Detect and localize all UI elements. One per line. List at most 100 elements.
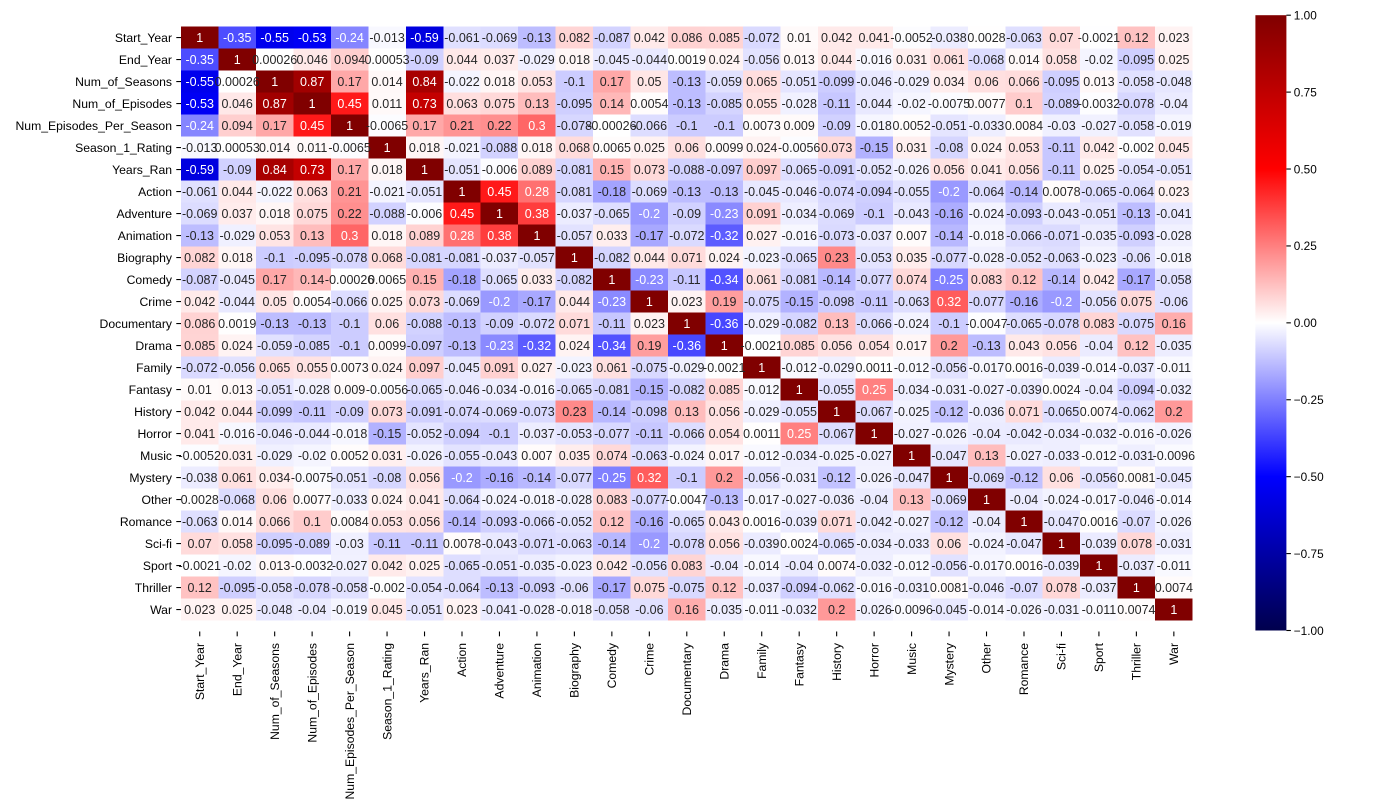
- svg-text:-0.081: -0.081: [407, 251, 442, 265]
- svg-text:-0.047: -0.047: [1044, 515, 1079, 529]
- svg-text:-0.051: -0.051: [931, 119, 966, 133]
- svg-text:-0.052: -0.052: [856, 163, 891, 177]
- svg-text:0.017: 0.017: [709, 449, 740, 463]
- svg-text:-0.13: -0.13: [485, 581, 514, 595]
- svg-text:-0.59: -0.59: [185, 163, 214, 177]
- svg-text:0.083: 0.083: [1083, 317, 1114, 331]
- svg-text:0.17: 0.17: [600, 75, 624, 89]
- svg-text:0.0078: 0.0078: [1042, 185, 1080, 199]
- svg-text:0.061: 0.061: [933, 53, 964, 67]
- svg-text:0.075: 0.075: [634, 581, 665, 595]
- svg-text:0.0011: 0.0011: [743, 427, 780, 441]
- svg-text:-0.056: -0.056: [1081, 295, 1116, 309]
- svg-text:Num_of_Seasons: Num_of_Seasons: [75, 75, 172, 89]
- svg-text:Biography: Biography: [117, 251, 173, 265]
- svg-text:Horror: Horror: [867, 643, 881, 678]
- svg-text:-0.04: -0.04: [972, 515, 1001, 529]
- svg-text:0.056: 0.056: [821, 339, 852, 353]
- svg-text:Biography: Biography: [568, 642, 582, 698]
- svg-text:-0.037: -0.037: [557, 207, 592, 221]
- svg-text:-0.0032: -0.0032: [1078, 97, 1120, 111]
- svg-text:0.13: 0.13: [675, 405, 699, 419]
- svg-text:-0.18: -0.18: [448, 273, 477, 287]
- svg-text:0.3: 0.3: [528, 119, 545, 133]
- svg-text:0.19: 0.19: [712, 295, 736, 309]
- svg-text:-0.046: -0.046: [856, 75, 891, 89]
- svg-text:-0.024: -0.024: [1044, 493, 1079, 507]
- svg-text:-0.024: -0.024: [894, 317, 929, 331]
- svg-text:-0.026: -0.026: [1156, 427, 1191, 441]
- svg-text:1: 1: [758, 361, 765, 375]
- svg-text:-0.0032: -0.0032: [291, 559, 333, 573]
- svg-text:-0.034: -0.034: [781, 207, 816, 221]
- svg-text:0.17: 0.17: [262, 273, 286, 287]
- svg-text:-0.075: -0.075: [632, 361, 667, 375]
- svg-text:Family: Family: [755, 642, 769, 679]
- svg-text:0.06: 0.06: [937, 537, 961, 551]
- svg-text:-0.094: -0.094: [444, 427, 479, 441]
- svg-text:-0.051: -0.051: [1081, 207, 1116, 221]
- svg-text:-0.34: -0.34: [598, 339, 627, 353]
- svg-text:End_Year: End_Year: [119, 53, 172, 67]
- svg-text:0.085: 0.085: [184, 339, 215, 353]
- svg-text:0.21: 0.21: [450, 119, 474, 133]
- svg-text:-0.0047: -0.0047: [666, 493, 708, 507]
- svg-text:0.023: 0.023: [671, 295, 702, 309]
- svg-text:Comedy: Comedy: [127, 273, 173, 287]
- svg-text:0.38: 0.38: [487, 229, 511, 243]
- svg-text:0.046: 0.046: [296, 53, 327, 67]
- svg-text:-0.25: -0.25: [598, 471, 627, 485]
- svg-text:-0.037: -0.037: [744, 581, 779, 595]
- svg-text:-0.032: -0.032: [856, 559, 891, 573]
- svg-text:-0.072: -0.072: [744, 31, 779, 45]
- svg-text:-0.17: -0.17: [523, 295, 552, 309]
- svg-text:0.044: 0.044: [559, 295, 590, 309]
- svg-text:-0.094: -0.094: [781, 581, 816, 595]
- svg-text:0.014: 0.014: [371, 75, 402, 89]
- svg-text:0.84: 0.84: [262, 163, 286, 177]
- svg-text:-0.2: -0.2: [1051, 295, 1073, 309]
- svg-text:-0.0065: -0.0065: [328, 141, 370, 155]
- svg-text:1: 1: [983, 493, 990, 507]
- svg-text:-0.098: -0.098: [632, 405, 667, 419]
- svg-text:-0.047: -0.047: [1006, 537, 1041, 551]
- svg-text:-0.065: -0.065: [1081, 185, 1116, 199]
- svg-text:-0.55: -0.55: [185, 75, 214, 89]
- svg-text:-0.024: -0.024: [669, 449, 704, 463]
- svg-text:0.12: 0.12: [188, 581, 212, 595]
- svg-text:-0.053: -0.053: [557, 427, 592, 441]
- svg-text:-0.0047: -0.0047: [965, 317, 1007, 331]
- svg-text:Fantasy: Fantasy: [129, 383, 173, 397]
- svg-text:-0.077: -0.077: [632, 493, 667, 507]
- svg-text:0.031: 0.031: [371, 449, 402, 463]
- svg-text:-0.023: -0.023: [557, 559, 592, 573]
- svg-text:0.043: 0.043: [709, 515, 740, 529]
- svg-text:-0.012: -0.012: [744, 449, 779, 463]
- svg-text:-0.094: -0.094: [856, 185, 891, 199]
- svg-text:-0.14: -0.14: [598, 537, 627, 551]
- svg-text:-0.065: -0.065: [594, 207, 629, 221]
- svg-text:-0.0075: -0.0075: [291, 471, 333, 485]
- svg-text:0.018: 0.018: [521, 141, 552, 155]
- svg-text:0.035: 0.035: [896, 251, 927, 265]
- svg-text:-0.09: -0.09: [485, 317, 514, 331]
- svg-text:-0.06: -0.06: [635, 603, 664, 617]
- svg-text:-0.046: -0.046: [257, 427, 292, 441]
- svg-text:-0.1: -0.1: [863, 207, 885, 221]
- svg-text:-0.14: -0.14: [448, 515, 477, 529]
- svg-text:0.0074: 0.0074: [1155, 581, 1193, 595]
- svg-text:0.0019: 0.0019: [218, 317, 256, 331]
- svg-text:-0.55: -0.55: [260, 31, 289, 45]
- svg-text:-0.078: -0.078: [332, 251, 367, 265]
- svg-text:-0.055: -0.055: [819, 383, 854, 397]
- svg-text:-0.016: -0.016: [856, 581, 891, 595]
- svg-text:-0.041: -0.041: [1156, 207, 1191, 221]
- svg-text:0.042: 0.042: [1083, 273, 1114, 287]
- svg-text:0.25: 0.25: [1294, 239, 1317, 253]
- svg-text:-0.14: -0.14: [523, 471, 552, 485]
- svg-text:-0.081: -0.081: [781, 273, 816, 287]
- svg-text:-0.063: -0.063: [1006, 31, 1041, 45]
- svg-text:1: 1: [833, 405, 840, 419]
- svg-text:0.025: 0.025: [1158, 53, 1189, 67]
- svg-text:0.0099: 0.0099: [705, 141, 743, 155]
